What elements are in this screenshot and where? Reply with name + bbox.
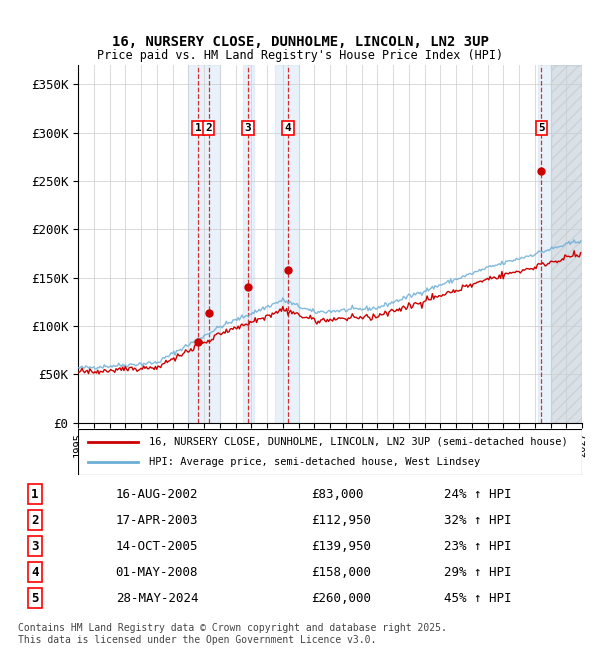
Text: 16-AUG-2002: 16-AUG-2002 xyxy=(116,488,198,500)
Text: 24% ↑ HPI: 24% ↑ HPI xyxy=(444,488,511,500)
Text: 1: 1 xyxy=(194,123,202,133)
Text: 28-MAY-2024: 28-MAY-2024 xyxy=(116,592,198,604)
Text: 45% ↑ HPI: 45% ↑ HPI xyxy=(444,592,511,604)
Text: 2: 2 xyxy=(31,514,39,526)
Text: 5: 5 xyxy=(31,592,39,604)
Text: 3: 3 xyxy=(245,123,251,133)
Text: HPI: Average price, semi-detached house, West Lindsey: HPI: Average price, semi-detached house,… xyxy=(149,457,480,467)
Bar xyxy=(188,65,220,423)
Text: £112,950: £112,950 xyxy=(311,514,371,526)
Text: 14-OCT-2005: 14-OCT-2005 xyxy=(116,540,198,552)
Text: 2: 2 xyxy=(205,123,212,133)
Text: 16, NURSERY CLOSE, DUNHOLME, LINCOLN, LN2 3UP: 16, NURSERY CLOSE, DUNHOLME, LINCOLN, LN… xyxy=(112,35,488,49)
Text: Price paid vs. HM Land Registry's House Price Index (HPI): Price paid vs. HM Land Registry's House … xyxy=(97,49,503,62)
Text: 4: 4 xyxy=(284,123,292,133)
Text: £158,000: £158,000 xyxy=(311,566,371,578)
FancyBboxPatch shape xyxy=(78,429,582,474)
Text: 17-APR-2003: 17-APR-2003 xyxy=(116,514,198,526)
Bar xyxy=(244,65,254,423)
Text: 3: 3 xyxy=(31,540,39,552)
Text: 4: 4 xyxy=(31,566,39,578)
Text: 01-MAY-2008: 01-MAY-2008 xyxy=(116,566,198,578)
Text: 16, NURSERY CLOSE, DUNHOLME, LINCOLN, LN2 3UP (semi-detached house): 16, NURSERY CLOSE, DUNHOLME, LINCOLN, LN… xyxy=(149,437,568,447)
Text: 32% ↑ HPI: 32% ↑ HPI xyxy=(444,514,511,526)
Bar xyxy=(551,65,582,423)
Bar xyxy=(275,65,299,423)
Text: 23% ↑ HPI: 23% ↑ HPI xyxy=(444,540,511,552)
Text: £83,000: £83,000 xyxy=(311,488,364,500)
Bar xyxy=(538,65,582,423)
Text: 29% ↑ HPI: 29% ↑ HPI xyxy=(444,566,511,578)
Text: 1: 1 xyxy=(31,488,39,500)
Text: Contains HM Land Registry data © Crown copyright and database right 2025.
This d: Contains HM Land Registry data © Crown c… xyxy=(18,623,447,645)
Text: £260,000: £260,000 xyxy=(311,592,371,604)
Text: 5: 5 xyxy=(538,123,545,133)
Text: £139,950: £139,950 xyxy=(311,540,371,552)
